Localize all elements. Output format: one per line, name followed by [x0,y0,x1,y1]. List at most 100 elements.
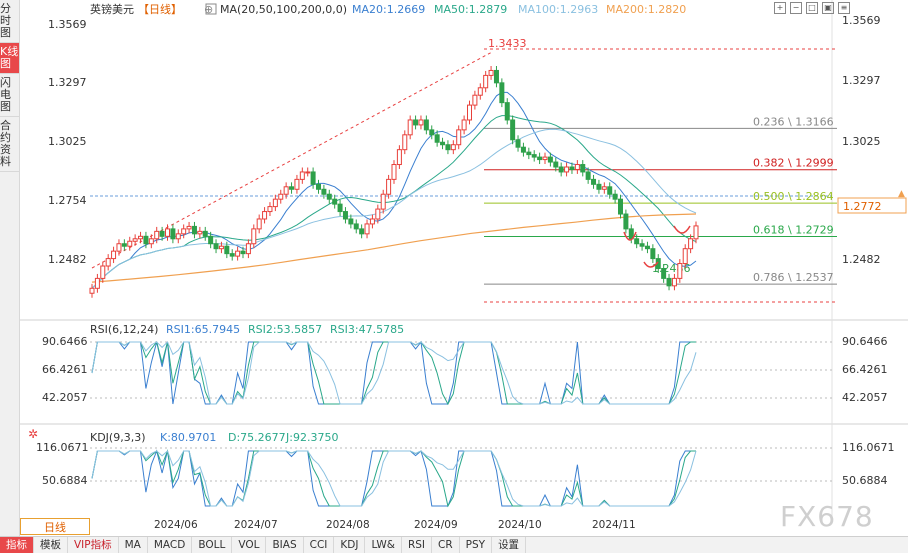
ma-params: MA(20,50,100,200,0,0) [220,3,347,16]
candle-body [359,228,365,235]
candle-body [450,144,456,151]
candle-body [580,164,586,173]
price-tick-right: 1.3025 [842,135,881,148]
candle-body [337,203,343,213]
candle-body [132,238,138,242]
candle-body [650,248,656,260]
minus-icon[interactable]: − [790,2,802,14]
toolbar-template[interactable]: 模板 [34,537,68,553]
candle-body [391,164,397,180]
candle-body [671,277,677,287]
date-axis: 2024/06 2024/07 2024/08 2024/09 2024/10 … [92,518,832,535]
period-tab-daily[interactable]: 日线 [20,518,90,535]
sidebar: 分时图 K线图 闪电图 合约资料 [0,0,20,536]
candle-body [618,198,623,215]
expand-icon[interactable]: □ [806,2,818,14]
indicator-toolbar: 指标 模板 VIP指标 MA MACD BOLL VOL BIAS CCI KD… [0,536,908,553]
candle-body [547,156,553,163]
date-tick: 2024/06 [154,519,198,531]
menu-icon[interactable]: ≡ [838,2,850,14]
ma50-value: MA50:1.2879 [434,3,507,16]
candle-body [218,245,224,250]
candle-body [235,250,241,257]
trend-line [91,51,493,269]
tab-flash[interactable]: 闪电图 [0,74,19,117]
kdj-tick-left: 50.6884 [42,474,88,487]
candle-body [499,82,505,104]
candle-body [316,183,321,190]
candle-body [677,263,683,279]
rsi-tick-left: 66.4261 [42,363,88,376]
candle-body [569,166,575,170]
candle-body [94,277,100,289]
toolbar-cci[interactable]: CCI [304,537,335,553]
candle-body [537,156,543,161]
candle-body [488,69,494,76]
rsi-tick-right: 66.4261 [842,363,888,376]
fullscreen-icon[interactable]: ▣ [822,2,834,14]
add-icon[interactable]: + [774,2,786,14]
settings-icon[interactable]: ⊕ [204,3,213,16]
kdj-d-value: D:75.2677 [228,431,286,444]
toolbar-ma[interactable]: MA [119,537,148,553]
kdj-tick-right: 50.6884 [842,474,888,487]
candle-body [440,141,446,146]
toolbar-kdj[interactable]: KDJ [334,537,366,553]
ma200-value: MA200:1.2820 [606,3,686,16]
toolbar-bias[interactable]: BIAS [266,537,304,553]
price-tick-right: 1.2482 [842,253,881,266]
candle-body [596,183,602,190]
toolbar-boll[interactable]: BOLL [192,537,233,553]
candle-body [380,193,386,210]
ma-line [91,91,697,289]
candle-body [251,228,257,245]
fib-level-label: 0.618 \ 1.2729 [753,224,834,237]
rsi-lines [91,340,697,406]
kdj-title: KDJ(9,3,3) [90,431,146,444]
toolbar-macd[interactable]: MACD [148,537,193,553]
price-tick-right: 1.3569 [842,14,881,27]
rsi-title: RSI(6,12,24) [90,323,158,336]
toolbar-psy[interactable]: PSY [460,537,493,553]
candle-body [612,193,618,200]
tab-intraday[interactable]: 分时图 [0,0,19,43]
candle-body [262,211,268,220]
candle-body [170,228,176,240]
ma-toggle-icon[interactable] [205,3,217,15]
ma-line [91,128,697,289]
symbol-name: 英镑美元 [90,2,134,16]
candle-body [688,238,694,250]
toolbar-vip[interactable]: VIP指标 [68,537,119,553]
toolbar-indicator[interactable]: 指标 [0,537,34,553]
watermark-logo: FX678 [780,500,874,533]
candle-body [305,171,311,174]
candle-body [294,178,300,190]
toolbar-lw[interactable]: LW& [365,537,402,553]
price-chart[interactable]: 英镑美元 【日线】 ⊕ MA(20,50,100,200,0,0) MA20:1… [20,0,908,518]
candle-body [402,134,408,151]
candle-body [515,139,521,148]
candle-body [591,178,597,185]
kdj-lines [91,449,697,508]
candle-body [143,235,149,245]
candle-body [666,277,672,287]
toolbar-rsi[interactable]: RSI [402,537,432,553]
toolbar-vol[interactable]: VOL [232,537,267,553]
candle-body [461,119,467,131]
current-price: 1.2772 [843,200,882,213]
candle-body [326,193,332,200]
candle-body [526,151,532,156]
kdj-settings-icon[interactable]: ✲ [28,427,38,441]
candle-body [181,228,187,235]
candle-body [267,206,273,213]
candle-body [127,240,133,247]
tab-kline[interactable]: K线图 [0,43,19,74]
fib-level-label: 0.382 \ 1.2999 [753,157,834,170]
candle-body [202,230,208,237]
toolbar-settings[interactable]: 设置 [492,537,527,553]
tab-contract-info[interactable]: 合约资料 [0,117,19,172]
candle-body [510,119,516,141]
period-label: 【日线】 [138,2,182,16]
fib-level-label: 0.500 \ 1.2864 [753,190,834,203]
toolbar-cr[interactable]: CR [432,537,460,553]
